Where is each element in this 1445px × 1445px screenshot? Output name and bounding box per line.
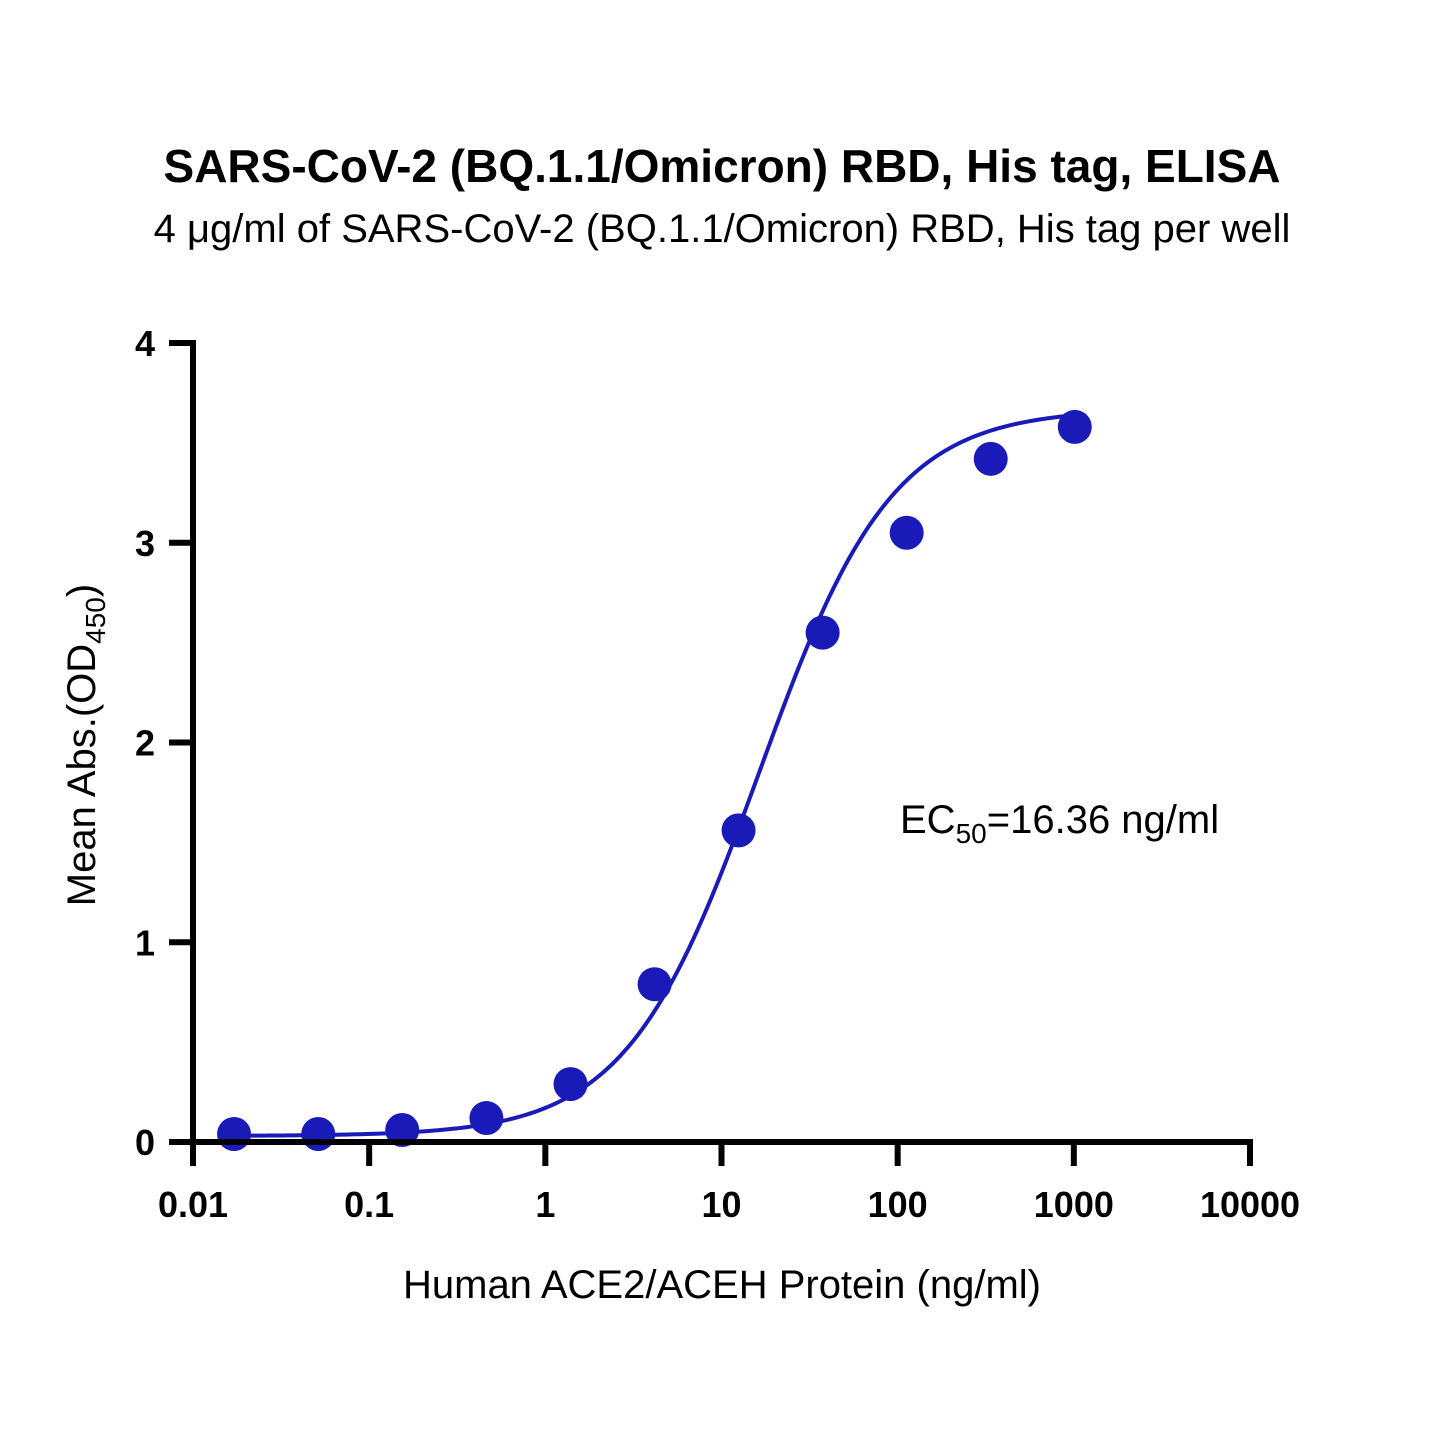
data-point — [217, 1117, 252, 1152]
data-point — [385, 1113, 420, 1148]
x-ticks: 0.01 0.1 1 10 100 1000 10000 — [158, 1142, 1300, 1225]
chart-title: SARS-CoV-2 (BQ.1.1/Omicron) RBD, His tag… — [164, 140, 1281, 192]
x-tick-label: 1 — [535, 1184, 555, 1225]
ec50-annotation-main: EC — [900, 798, 956, 842]
data-point — [1057, 409, 1092, 444]
data-point — [553, 1067, 588, 1102]
y-axis-label-subscript: 450 — [80, 597, 111, 644]
y-tick-label: 2 — [135, 723, 155, 764]
y-tick-label: 3 — [135, 523, 155, 564]
x-tick-label: 10 — [701, 1184, 741, 1225]
data-point — [805, 615, 840, 650]
y-axis-label: Mean Abs.(OD450) — [60, 584, 111, 906]
data-point — [973, 441, 1008, 476]
x-axis-label: Human ACE2/ACEH Protein (ng/ml) — [403, 1263, 1041, 1307]
data-point — [637, 967, 672, 1002]
data-point — [469, 1101, 504, 1136]
x-tick-label: 10000 — [1200, 1184, 1300, 1225]
x-tick-label: 100 — [868, 1184, 928, 1225]
y-axis-label-main: Mean Abs.(OD — [60, 644, 104, 906]
x-tick-label: 0.1 — [344, 1184, 394, 1225]
data-point — [301, 1117, 336, 1152]
ec50-annotation-subscript: 50 — [956, 818, 987, 849]
y-tick-label: 0 — [135, 1122, 155, 1163]
ec50-annotation: EC50=16.36 ng/ml — [900, 798, 1219, 849]
y-tick-label: 1 — [135, 922, 155, 963]
fit-curve — [234, 413, 1075, 1138]
y-ticks: 0 1 2 3 4 — [135, 323, 193, 1163]
x-tick-label: 0.01 — [158, 1184, 228, 1225]
data-point — [721, 813, 756, 848]
data-points-layer — [217, 409, 1092, 1152]
data-point — [889, 515, 924, 550]
chart-subtitle: 4 μg/ml of SARS-CoV-2 (BQ.1.1/Omicron) R… — [154, 207, 1291, 251]
y-tick-label: 4 — [135, 323, 155, 364]
x-tick-label: 1000 — [1034, 1184, 1114, 1225]
y-axis-label-end: ) — [60, 584, 104, 597]
ec50-annotation-end: =16.36 ng/ml — [987, 798, 1219, 842]
fit-curve-layer — [234, 413, 1075, 1138]
